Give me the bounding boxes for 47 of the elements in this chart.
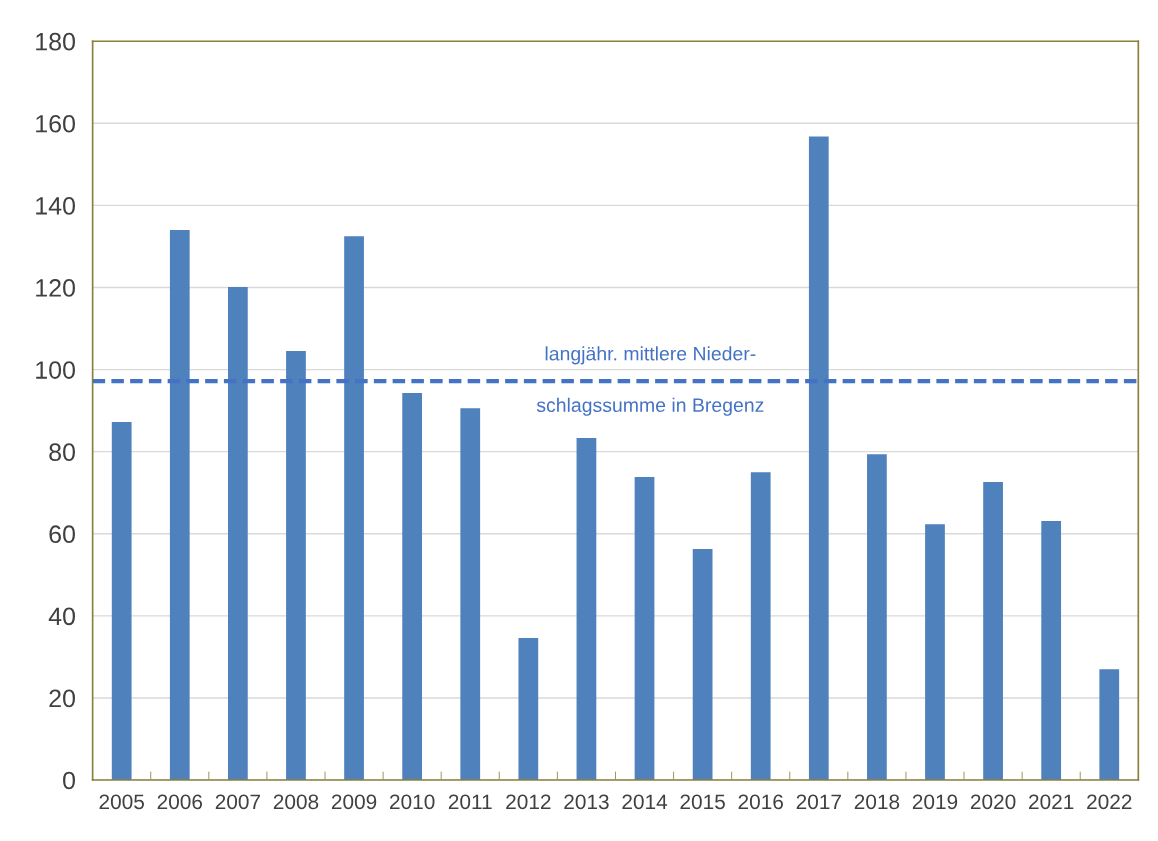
bar: [808, 136, 829, 781]
bar: [228, 287, 248, 781]
bar: [576, 438, 597, 781]
x-tick-label: 2014: [622, 794, 668, 810]
bar: [344, 236, 364, 781]
x-tick-label: 2022: [1087, 794, 1132, 810]
bar: [111, 422, 132, 781]
bar: [286, 351, 306, 781]
bar: [634, 477, 655, 781]
x-tick-label: 2010: [390, 794, 435, 810]
bar: [402, 392, 423, 781]
x-tick-label: 2021: [1029, 794, 1074, 810]
x-tick-label: 2017: [796, 794, 841, 810]
bar: [518, 638, 539, 781]
x-tick-label: 2008: [273, 794, 319, 810]
y-tick-label: 60: [49, 525, 75, 544]
x-tick-label: 2013: [564, 794, 609, 810]
bar: [169, 230, 190, 781]
bar: [460, 408, 481, 781]
x-tick-label: 2020: [970, 794, 1016, 810]
x-tick-label: 2016: [738, 794, 783, 810]
x-tick-label: 2019: [912, 794, 958, 810]
x-tick-label: 2006: [157, 794, 203, 810]
x-tick-label: 2011: [448, 794, 492, 810]
y-tick-label: 0: [63, 771, 75, 790]
text: langjähr. mittlere Nieder- schlagssumme in Bregenz: [536, 346, 764, 416]
bar: [867, 454, 887, 781]
y-tick-label: 160: [36, 114, 75, 133]
y-tick-label: 100: [36, 361, 75, 379]
bar: [750, 472, 771, 781]
x-tick-label: 2015: [680, 794, 725, 810]
y-tick-label: 40: [48, 607, 75, 626]
x-tick-label: 2018: [854, 794, 900, 810]
y-tick-label: 180: [36, 32, 75, 51]
bar: [983, 482, 1003, 781]
y-tick-label: 20: [49, 689, 75, 708]
x-tick-label: 2012: [506, 794, 551, 810]
y-tick-label: 80: [49, 443, 75, 461]
y-tick-label: 120: [36, 279, 75, 297]
x-tick-label: 2005: [99, 794, 144, 810]
bar: [925, 524, 945, 781]
x-tick-label: 2009: [331, 794, 377, 810]
y-tick-label: 140: [36, 196, 75, 215]
bar: [692, 548, 713, 781]
bar: [1041, 521, 1062, 781]
bar: [1099, 669, 1120, 781]
x-tick-label: 2007: [215, 794, 260, 810]
